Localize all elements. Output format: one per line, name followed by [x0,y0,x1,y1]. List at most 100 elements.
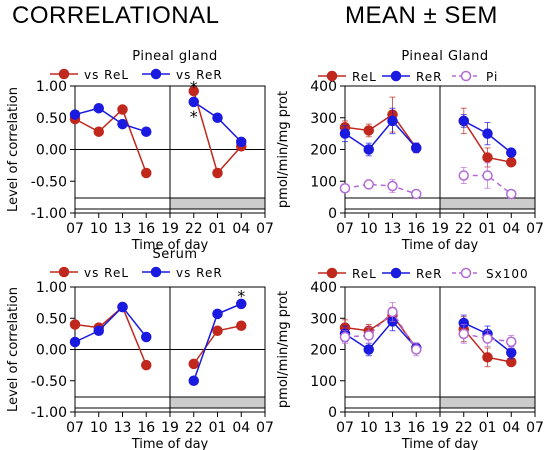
y-tick-label: 300 [310,111,337,127]
series-line-vs ReR [74,107,147,133]
chart-title: Serum [153,247,198,262]
x-tick-label: 19 [431,221,449,237]
series-line-ReR [344,320,417,351]
data-point [188,96,199,108]
data-point [363,344,374,355]
data-point [363,330,374,341]
data-point [212,112,223,123]
data-point [458,115,469,127]
data-point [411,142,422,154]
y-tick-label: 0.50 [36,311,67,327]
data-point [411,188,422,200]
y-tick-label: -1.00 [31,405,67,421]
data-point [506,147,517,158]
dark-phase-bar [169,396,266,409]
data-point [141,167,152,179]
data-point [212,308,223,320]
legend-marker [460,70,472,82]
data-point [363,144,374,155]
y-axis-label: pmol/min/mg prot [276,291,291,408]
data-point [93,325,104,336]
series-line-ReL [344,314,417,349]
y-tick-label: 200 [310,343,337,359]
y-tick-label: 0.50 [36,111,67,127]
chart-title: Pineal gland [132,49,217,64]
y-tick-label: 0.00 [36,343,67,359]
y-tick-label: 1.00 [36,79,67,95]
y-tick-label: 0 [328,206,337,222]
data-point [93,102,104,114]
x-tick-label: 16 [407,420,425,436]
light-phase-bar [74,396,171,409]
x-tick-label: 16 [137,221,155,237]
legend-marker [326,267,338,279]
dark-phase-bar [439,396,536,409]
data-point [69,336,81,348]
legend-marker [58,266,70,278]
x-tick-label: 19 [161,221,179,237]
data-point [141,331,152,343]
y-tick-label: 200 [310,143,337,159]
y-axis-label: Level of correlation [6,287,21,412]
series-line-Sx100 [463,333,512,343]
data-point [339,128,351,139]
data-point [387,306,398,318]
series-line-vs ReL [74,305,147,366]
y-tick-label: 300 [310,311,337,327]
light-phase-bar [344,197,441,210]
x-tick-label: 07 [66,221,84,237]
y-tick-label: 0 [328,405,337,421]
data-point [482,352,493,363]
data-point [506,347,517,358]
data-point [506,336,517,347]
x-tick-label: 13 [384,420,402,436]
x-tick-label: 13 [384,221,402,237]
x-tick-label: 16 [407,221,425,237]
data-point [93,126,104,137]
y-tick-label: 100 [310,374,337,390]
legend-label: Pi [486,70,498,84]
significance-asterisk: * [190,107,198,126]
significance-asterisk: * [190,78,198,97]
x-tick-label: 22 [185,221,203,237]
y-tick-label: 1.00 [36,280,67,296]
legend-marker [58,68,70,80]
correlational-heading: CORRELATIONAL [12,2,220,29]
data-point [482,333,493,344]
x-tick-label: 07 [66,420,84,436]
x-axis-label: Time of day [131,437,209,450]
data-point [69,319,81,330]
data-point [212,167,223,179]
legend-label: ReR [416,267,443,281]
data-point [363,125,374,136]
data-point [387,115,398,127]
data-point [387,180,398,192]
x-tick-label: 07 [336,420,354,436]
series-line-ReL [344,113,417,149]
data-point [117,301,128,313]
x-tick-label: 07 [526,221,544,237]
legend-marker [390,70,402,82]
x-tick-label: 13 [114,221,132,237]
x-tick-label: 07 [336,221,354,237]
data-point [458,328,469,340]
x-tick-label: 10 [90,420,108,436]
light-phase-bar [74,197,171,210]
x-tick-label: 10 [90,221,108,237]
x-tick-label: 07 [256,221,274,237]
x-tick-label: 04 [502,420,520,436]
data-point [482,128,493,139]
chart-title: Pineal Gland [401,49,488,64]
data-point [117,118,128,130]
y-axis-label: Level of correlation [6,87,21,212]
x-tick-label: 01 [479,420,497,436]
series-line-vs ReL [74,108,147,174]
x-tick-label: 22 [185,420,203,436]
light-phase-bar [344,396,441,409]
series-line-vs ReR [74,305,147,343]
x-tick-label: 04 [232,221,250,237]
legend-marker [150,266,162,278]
y-tick-label: 400 [310,79,337,95]
legend-label: vs ReL [84,68,129,82]
